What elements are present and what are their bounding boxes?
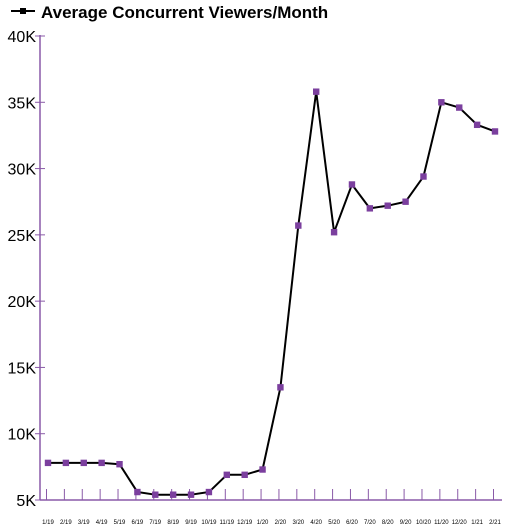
x-tick-label: 10/20 [416, 520, 432, 526]
legend: Average Concurrent Viewers/Month [11, 3, 328, 22]
data-point-marker [295, 222, 301, 228]
x-tick-label: 7/20 [364, 520, 376, 526]
data-point-marker [45, 460, 51, 466]
series-line [48, 92, 495, 495]
data-point-marker [402, 199, 408, 205]
y-tick-label: 35K [8, 95, 37, 112]
x-tick-label: 3/19 [78, 520, 90, 526]
data-point-marker [492, 128, 498, 134]
data-point-marker [331, 229, 337, 235]
x-tick-label: 1/19 [42, 520, 54, 526]
data-point-marker [277, 384, 283, 390]
data-point-marker [152, 491, 158, 497]
data-point-marker [349, 181, 355, 187]
x-tick-label: 6/20 [346, 520, 358, 526]
y-tick-label: 10K [8, 427, 37, 444]
y-tick-label: 15K [8, 360, 37, 377]
x-tick-label: 1/20 [257, 520, 269, 526]
x-tick-label: 4/19 [96, 520, 108, 526]
x-tick-label: 7/19 [149, 520, 161, 526]
x-tick-label: 9/19 [185, 520, 197, 526]
y-tick-label: 25K [8, 228, 37, 245]
legend-marker-swatch [20, 8, 26, 14]
data-point-marker [259, 466, 265, 472]
data-point-marker [134, 489, 140, 495]
x-tick-label: 1/21 [471, 520, 483, 526]
data-point-marker [438, 99, 444, 105]
x-tick-label: 9/20 [400, 520, 412, 526]
data-point-marker [474, 122, 480, 128]
x-tick-label: 2/21 [489, 520, 501, 526]
x-tick-label: 6/19 [132, 520, 144, 526]
data-point-marker [63, 460, 69, 466]
x-tick-label: 10/19 [201, 520, 217, 526]
x-tick-label: 2/20 [275, 520, 287, 526]
axes [35, 35, 502, 500]
y-tick-label: 5K [16, 493, 36, 510]
data-point-marker [367, 205, 373, 211]
data-point-marker [98, 460, 104, 466]
x-tick-label: 11/19 [220, 520, 235, 526]
data-point-marker [224, 472, 230, 478]
x-tick-label: 4/20 [310, 520, 322, 526]
x-tick-label: 8/20 [382, 520, 394, 526]
data-point-marker [81, 460, 87, 466]
y-tick-label: 30K [8, 162, 37, 179]
data-point-marker [385, 202, 391, 208]
x-tick-label: 5/20 [328, 520, 340, 526]
y-tick-label: 40K [8, 29, 37, 46]
x-tick-label: 2/19 [60, 520, 72, 526]
x-tick-label: 12/20 [452, 520, 468, 526]
data-point-marker [420, 173, 426, 179]
y-tick-labels: 5K 10K 15K 20K 25K 30K 35K 40K [8, 29, 37, 510]
data-point-marker [170, 491, 176, 497]
data-point-marker [206, 489, 212, 495]
data-point-marker [241, 472, 247, 478]
data-point-marker [456, 104, 462, 110]
data-point-marker [313, 88, 319, 94]
data-point-marker [116, 461, 122, 467]
x-tick-label: 8/19 [167, 520, 179, 526]
x-tick-label: 12/19 [237, 520, 253, 526]
x-tick-labels: 1/19 2/19 3/19 4/19 5/19 6/19 7/19 8/19 9/19 10/1… [42, 520, 501, 526]
data-point-marker [188, 491, 194, 497]
x-tick-label: 5/19 [114, 520, 126, 526]
y-tick-label: 20K [8, 294, 37, 311]
legend-label: Average Concurrent Viewers/Month [41, 3, 328, 22]
x-tick-label: 11/20 [434, 520, 449, 526]
x-tick-label: 3/20 [292, 520, 304, 526]
